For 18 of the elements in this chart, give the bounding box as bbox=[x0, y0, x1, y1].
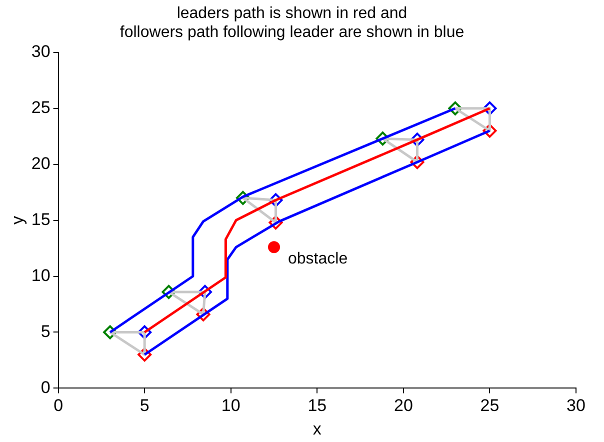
chart-title: leaders path is shown in red and followers path following leader are shown in blue bbox=[120, 5, 464, 42]
y-tick-label: 10 bbox=[31, 266, 50, 285]
x-tick-label: 10 bbox=[221, 396, 240, 416]
y-tick-label: 15 bbox=[31, 210, 50, 229]
x-axis-title: x bbox=[312, 419, 322, 438]
x-tick-label: 25 bbox=[480, 396, 500, 416]
y-tick-label: 20 bbox=[31, 154, 50, 174]
y-tick-label: 25 bbox=[31, 98, 50, 118]
annotation: obstacle bbox=[288, 250, 348, 268]
y-tick-label: 5 bbox=[40, 322, 50, 341]
x-tick-label: 30 bbox=[566, 396, 586, 416]
x-tick-label: 20 bbox=[394, 396, 413, 416]
y-tick-label: 0 bbox=[40, 378, 50, 397]
x-tick-label: 5 bbox=[140, 396, 150, 416]
x-tick-label: 15 bbox=[308, 396, 327, 416]
y-tick-label: 30 bbox=[31, 42, 50, 62]
y-axis-title: y bbox=[8, 216, 27, 225]
x-tick-label: 0 bbox=[54, 396, 64, 416]
